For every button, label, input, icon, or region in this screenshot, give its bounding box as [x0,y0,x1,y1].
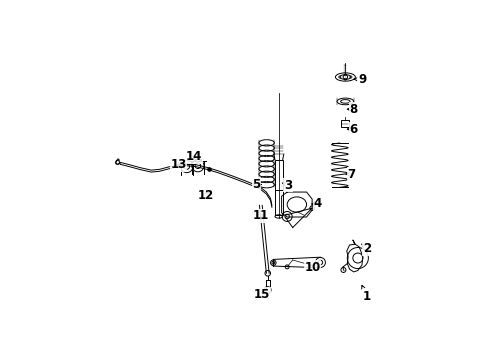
Text: 15: 15 [254,288,270,301]
Text: 11: 11 [253,210,269,222]
Text: 3: 3 [283,179,292,192]
Text: 6: 6 [347,123,358,136]
Text: 13: 13 [171,158,187,171]
Text: 8: 8 [347,103,358,116]
Text: 9: 9 [354,73,366,86]
Text: 7: 7 [346,168,356,181]
Text: 14: 14 [186,150,202,163]
Text: 4: 4 [312,198,322,211]
Text: 10: 10 [304,261,320,274]
Text: 1: 1 [362,285,371,302]
Bar [275,159,283,215]
Bar [342,120,349,127]
Text: 5: 5 [252,178,261,191]
Text: 12: 12 [198,189,214,202]
Text: 2: 2 [362,242,371,255]
